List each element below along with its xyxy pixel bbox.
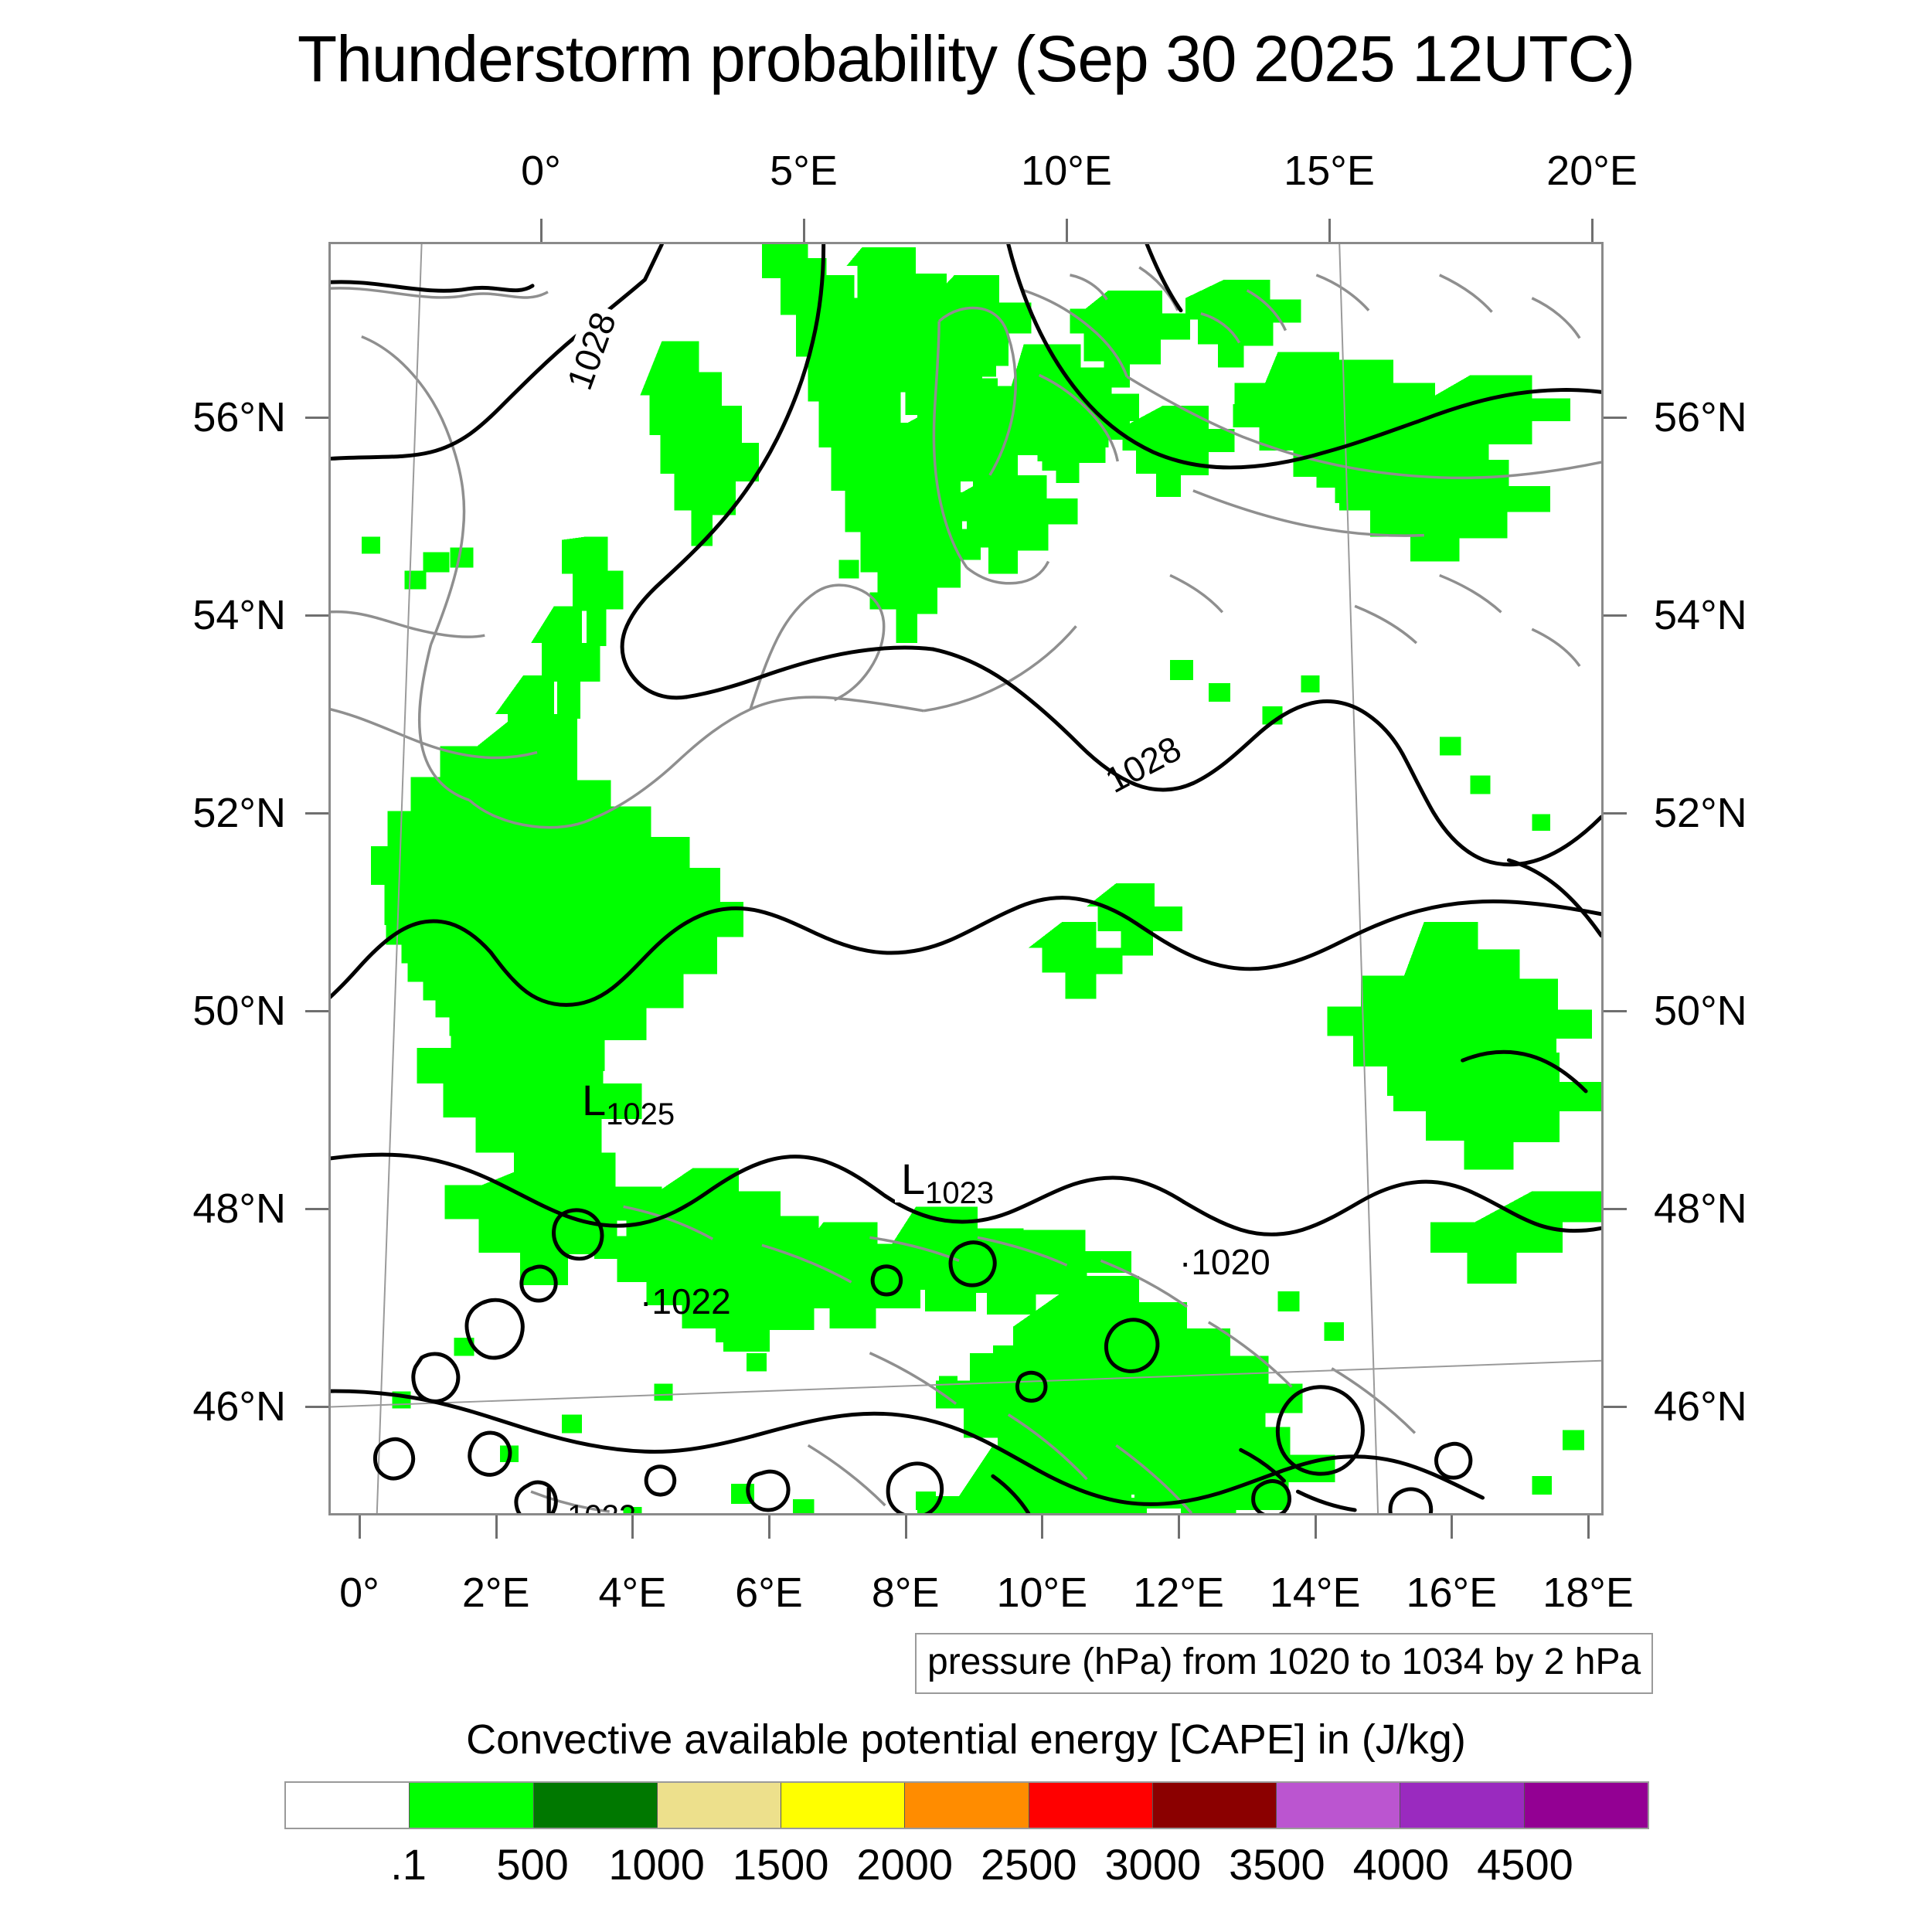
lat-right-tick-5 [1604,1406,1627,1408]
map-annotations-layer: L1025L1023L1022L1022H1023H1023L1021H1023… [331,244,1601,1513]
lat-right-label-1: 54°N [1654,592,1747,638]
lon-top-label-2: 10°E [1021,148,1112,194]
lon-bottom-tick-8 [1451,1515,1454,1539]
lat-left-tick-4 [305,1208,328,1210]
contour-label-1028-a: 1028 [556,301,626,401]
colorbar-swatch-2[interactable] [533,1783,658,1828]
colorbar-tick-6: 3000 [1104,1840,1202,1889]
lat-left-tick-3 [305,1010,328,1012]
colorbar-swatch-5[interactable] [905,1783,1029,1828]
colorbar-swatch-3[interactable] [657,1783,782,1828]
pressure-marker-value: 1023 [925,1176,995,1210]
lon-bottom-label-3: 6°E [735,1570,803,1616]
lat-left-label-2: 52°N [192,790,286,836]
lat-left-label-1: 54°N [192,592,286,638]
lat-right-tick-0 [1604,417,1627,419]
pressure-legend-note: pressure (hPa) from 1020 to 1034 by 2 hP… [915,1633,1654,1694]
page-title: Thunderstorm probability (Sep 30 2025 12… [297,22,1635,95]
contour-label-1028-b: 1028 [1098,728,1188,801]
colorbar-title: Convective available potential energy [C… [466,1716,1466,1763]
lat-right-label-4: 48°N [1654,1185,1747,1232]
lon-bottom-label-7: 14°E [1269,1570,1361,1616]
colorbar-swatch-9[interactable] [1400,1783,1525,1828]
colorbar-swatch-7[interactable] [1152,1783,1277,1828]
lon-bottom-label-9: 18°E [1543,1570,1634,1616]
pressure-marker-type: L [582,1076,607,1124]
cape-colorbar[interactable] [284,1781,1649,1829]
lon-bottom-tick-2 [631,1515,634,1539]
colorbar-tick-4: 2000 [856,1840,954,1889]
lon-bottom-tick-7 [1314,1515,1317,1539]
lon-bottom-tick-5 [1041,1515,1044,1539]
lat-left-label-0: 56°N [192,394,286,440]
lon-top-tick-0 [540,219,543,242]
lon-bottom-tick-3 [768,1515,770,1539]
map-canvas [331,244,1601,1513]
colorbar-swatch-4[interactable] [781,1783,906,1828]
lon-bottom-label-6: 12°E [1133,1570,1224,1616]
lat-left-tick-0 [305,417,328,419]
lon-bottom-tick-1 [495,1515,498,1539]
lat-right-label-3: 50°N [1654,988,1747,1034]
lat-right-tick-1 [1604,614,1627,617]
map-plot-area[interactable]: L1025L1023L1022L1022H1023H1023L1021H1023… [328,242,1604,1515]
lat-right-tick-4 [1604,1208,1627,1210]
lon-top-tick-1 [803,219,805,242]
colorbar-swatch-8[interactable] [1277,1783,1401,1828]
lat-right-label-2: 52°N [1654,790,1747,836]
lon-bottom-tick-6 [1178,1515,1180,1539]
colorbar-swatch-0[interactable] [286,1783,410,1828]
lon-bottom-tick-4 [904,1515,907,1539]
pressure-marker-type: L [543,1478,568,1515]
lat-right-tick-2 [1604,812,1627,815]
colorbar-swatch-10[interactable] [1524,1783,1648,1828]
lon-top-label-0: 0° [521,148,561,194]
colorbar-tick-7: 3500 [1229,1840,1325,1889]
lon-bottom-label-2: 4°E [598,1570,667,1616]
lon-bottom-label-4: 8°E [871,1570,940,1616]
lat-right-label-0: 56°N [1654,394,1747,440]
lat-left-tick-1 [305,614,328,617]
colorbar-swatch-6[interactable] [1029,1783,1153,1828]
contour-label-1020-a: ·1020 [1179,1242,1270,1282]
pressure-marker-value: 1022 [567,1499,636,1513]
coastlines [331,266,1601,1513]
colorbar-tick-5: 2500 [980,1840,1077,1889]
pressure-marker-low-1025: L1025 [582,1076,675,1131]
lat-left-label-4: 48°N [192,1185,286,1232]
lon-bottom-label-5: 10°E [996,1570,1088,1616]
colorbar-tick-9: 4500 [1477,1840,1573,1889]
lon-bottom-label-1: 2°E [461,1570,530,1616]
lon-bottom-label-8: 16°E [1406,1570,1498,1616]
pressure-marker-value: 1025 [606,1097,675,1131]
lat-left-label-3: 50°N [192,988,286,1034]
isobars [331,244,1601,1513]
colorbar-tick-3: 1500 [732,1840,829,1889]
contour-label-1022-a: ·1022 [640,1281,731,1321]
lon-bottom-label-0: 0° [339,1570,379,1616]
lon-bottom-tick-0 [359,1515,361,1539]
lon-top-tick-2 [1066,219,1068,242]
lat-right-label-5: 46°N [1654,1383,1747,1430]
lon-top-tick-3 [1328,219,1331,242]
lon-top-tick-4 [1591,219,1594,242]
pressure-marker-type: L [901,1155,926,1203]
lat-left-tick-5 [305,1406,328,1408]
colorbar-tick-labels: .1 500 1000 1500 2000 2500 3000 3500 4000 4500 [284,1839,1649,1893]
colorbar-tick-8: 4000 [1352,1840,1450,1889]
lon-top-label-3: 15°E [1284,148,1375,194]
lat-right-tick-3 [1604,1010,1627,1012]
colorbar-swatch-1[interactable] [410,1783,534,1828]
colorbar-tick-1: 500 [496,1840,569,1889]
pressure-marker-low-1023: L1023 [895,1155,1001,1209]
colorbar-tick-2: 1000 [608,1840,705,1889]
lon-bottom-tick-9 [1587,1515,1590,1539]
pressure-marker-low-1022-a: L1022 [543,1478,636,1515]
lat-left-tick-2 [305,812,328,815]
lon-top-label-1: 5°E [770,148,838,194]
lon-top-label-4: 20°E [1546,148,1638,194]
colorbar-tick-0: .1 [390,1840,427,1889]
lat-left-label-5: 46°N [192,1383,286,1430]
